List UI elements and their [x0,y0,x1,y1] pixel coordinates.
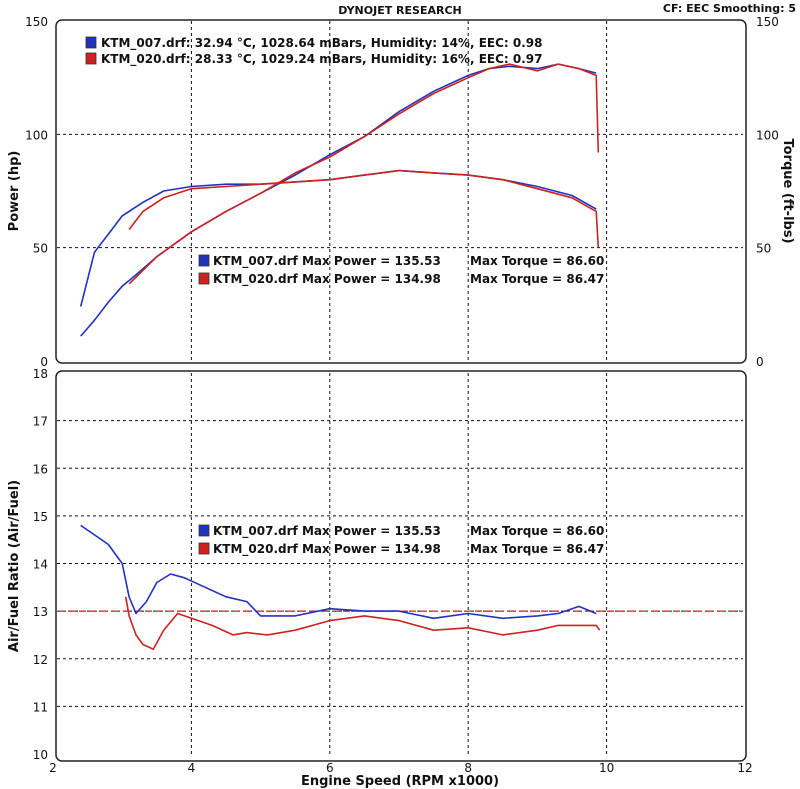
legend-max-power: KTM_007.drf Max Power = 135.53 [213,254,441,269]
power-torque-ticks: 0 50 100 150 0 50 100 150 [25,15,779,369]
conditions-swatch [85,36,97,49]
legend-max-torque: Max Torque = 86.60 [470,524,604,538]
y-tick-label: 50 [33,242,48,256]
x-tick-label: 6 [326,761,334,775]
series-line [80,524,597,620]
conditions-run-1: KTM_007.drf: 32.94 °C, 1028.64 mBars, Hu… [101,36,542,51]
y-tick-label: 0 [40,355,48,369]
y2-tick-label: 0 [756,355,764,369]
legend-swatch [198,524,210,537]
x-tick-label: 4 [188,761,196,775]
air-fuel-frame [55,370,747,762]
y-tick-label: 12 [33,653,48,667]
x-tick-label: 12 [737,761,752,775]
air-fuel-ticks: 2 4 6 8 10 12 10 11 12 13 14 15 16 17 18 [33,367,753,775]
y-tick-label: 100 [25,128,48,142]
legend-max-torque: Max Torque = 86.47 [470,272,604,286]
y-tick-label: 11 [33,700,48,714]
y-tick-label: 10 [33,748,48,762]
x-tick-label: 8 [464,761,472,775]
y2-tick-label: 100 [756,128,779,142]
y-tick-label: 17 [33,415,48,429]
air-fuel-legend: KTM_007.drf Max Power = 135.53 Max Torque… [198,524,604,557]
power-torque-frame [55,19,747,364]
series-line [124,596,601,651]
power-torque-panel: 0 50 100 150 0 50 100 150 KTM_007.drf: 32.94 °C… [7,15,795,369]
chart-title: DYNOJET RESEARCH [338,4,461,17]
y-tick-label: 16 [33,462,48,476]
y2-tick-label: 150 [756,15,779,29]
correction-factor-label: CF: EEC Smoothing: 5 [663,2,796,15]
x-tick-label: 10 [599,761,614,775]
y-tick-label: 150 [25,15,48,29]
y-tick-label: 14 [33,558,48,572]
legend-max-power: KTM_007.drf Max Power = 135.53 [213,524,441,539]
y-tick-label: 13 [33,605,48,619]
legend-max-torque: Max Torque = 86.47 [470,542,604,556]
y-tick-label: 18 [33,367,48,381]
series-line [128,63,600,285]
engine-speed-axis-label: Engine Speed (RPM x1000) [301,774,499,789]
power-torque-series [79,63,600,337]
conditions-swatches [85,36,97,65]
legend-swatch [198,272,210,285]
series-line [128,169,600,248]
legend-max-power: KTM_020.drf Max Power = 134.98 [213,272,441,287]
legend-swatch [198,254,210,267]
conditions-run-2: KTM_020.drf: 28.33 °C, 1029.24 mBars, Hu… [101,52,542,67]
y2-tick-label: 50 [756,242,771,256]
conditions-swatch [85,52,97,65]
y-tick-label: 15 [33,510,48,524]
air-fuel-series [80,524,601,651]
legend-max-power: KTM_020.drf Max Power = 134.98 [213,542,441,557]
power-axis-label: Power (hp) [7,151,22,232]
legend-max-torque: Max Torque = 86.60 [470,254,604,268]
x-tick-label: 2 [49,761,57,775]
air-fuel-panel: 2 4 6 8 10 12 10 11 12 13 14 15 16 17 18 KTM_007.drf M… [7,367,753,789]
afr-axis-label: Air/Fuel Ratio (Air/Fuel) [7,480,22,652]
torque-axis-label: Torque (ft-lbs) [780,138,795,243]
legend-swatch [198,542,210,555]
power-torque-legend: KTM_007.drf Max Power = 135.53 Max Torque… [198,254,604,287]
